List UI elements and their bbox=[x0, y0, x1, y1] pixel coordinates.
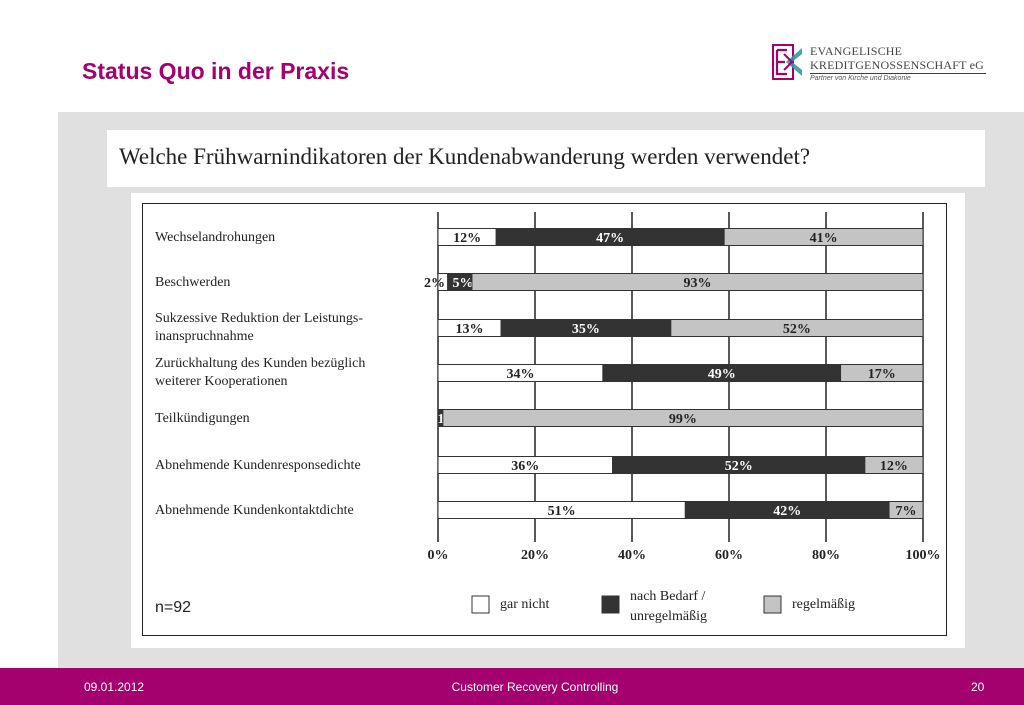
category-label: Beschwerden bbox=[155, 275, 230, 290]
x-tick-label: 100% bbox=[906, 548, 941, 563]
footer-title: Customer Recovery Controlling bbox=[451, 680, 619, 694]
data-label: 12% bbox=[453, 231, 481, 246]
data-label: 41% bbox=[810, 231, 838, 246]
x-tick-label: 60% bbox=[715, 548, 743, 563]
legend-label: regelmäßig bbox=[792, 597, 855, 612]
x-tick-label: 40% bbox=[618, 548, 646, 563]
data-label: 12% bbox=[880, 459, 908, 474]
bar-segment bbox=[471, 273, 924, 291]
ekk-logo: EVANGELISCHE KREDITGENOSSENSCHAFT eG Par… bbox=[772, 34, 1004, 94]
legend-swatch bbox=[763, 595, 782, 614]
x-tick-label: 20% bbox=[521, 548, 549, 563]
data-label: 13% bbox=[456, 322, 484, 337]
data-label: 2% bbox=[424, 276, 445, 291]
ekk-logo-icon bbox=[772, 44, 802, 80]
data-label: 52% bbox=[783, 322, 811, 337]
bar-segment bbox=[840, 364, 924, 382]
legend-label: nach Bedarf / bbox=[630, 589, 706, 604]
data-label: 5% bbox=[453, 276, 474, 291]
category-label: Abnehmende Kundenkontaktdichte bbox=[155, 503, 354, 518]
category-label: inanspruchnahme bbox=[155, 329, 254, 344]
data-label: 36% bbox=[511, 459, 539, 474]
data-label: 42% bbox=[773, 504, 801, 519]
bar-segment bbox=[670, 319, 924, 337]
data-label: 17% bbox=[868, 367, 896, 382]
x-tick-label: 80% bbox=[812, 548, 840, 563]
sample-size-note: n=92 bbox=[155, 599, 191, 616]
category-label: Zurückhaltung des Kunden bezüglich bbox=[155, 356, 365, 371]
data-label: 51% bbox=[548, 504, 576, 519]
legend-swatch bbox=[601, 595, 620, 614]
data-label: 49% bbox=[708, 367, 736, 382]
x-tick-label: 0% bbox=[428, 548, 449, 563]
bar-segment bbox=[723, 228, 924, 246]
category-label: Wechselandrohungen bbox=[155, 230, 275, 245]
logo-divider bbox=[810, 73, 986, 74]
data-label: 47% bbox=[596, 231, 624, 246]
category-label: Abnehmende Kundenresponsedichte bbox=[155, 458, 361, 473]
logo-tagline: Partner von Kirche und Diakonie bbox=[810, 75, 911, 82]
bar-segment bbox=[864, 456, 924, 474]
legend-swatch bbox=[471, 595, 490, 614]
data-label: 7% bbox=[896, 504, 917, 519]
bar-segment bbox=[888, 501, 924, 519]
logo-text-line1: EVANGELISCHE bbox=[810, 44, 903, 58]
category-label: Teilkündigungen bbox=[155, 411, 250, 426]
question-text: Welche Frühwarnindikatoren der Kundenabw… bbox=[119, 144, 811, 169]
data-label: 93% bbox=[683, 276, 711, 291]
footer-bar: 09.01.2012 Customer Recovery Controlling… bbox=[0, 668, 1024, 705]
data-label: 35% bbox=[572, 322, 600, 337]
category-label: weiterer Kooperationen bbox=[155, 374, 288, 389]
question-box: Welche Frühwarnindikatoren der Kundenabw… bbox=[107, 130, 985, 187]
legend-label: gar nicht bbox=[500, 597, 549, 612]
data-label: 99% bbox=[669, 412, 697, 427]
footer-page-number: 20 bbox=[971, 680, 985, 694]
bar-segment bbox=[442, 409, 924, 427]
legend-label: unregelmäßig bbox=[630, 609, 707, 624]
category-label: Sukzessive Reduktion der Leistungs- bbox=[155, 311, 363, 326]
slide-title: Status Quo in der Praxis bbox=[82, 58, 350, 84]
data-label: 52% bbox=[725, 459, 753, 474]
chart-frame bbox=[142, 203, 947, 636]
footer-date: 09.01.2012 bbox=[84, 680, 145, 694]
logo-text-line2: KREDITGENOSSENSCHAFT eG bbox=[810, 58, 985, 72]
data-label: 34% bbox=[506, 367, 534, 382]
